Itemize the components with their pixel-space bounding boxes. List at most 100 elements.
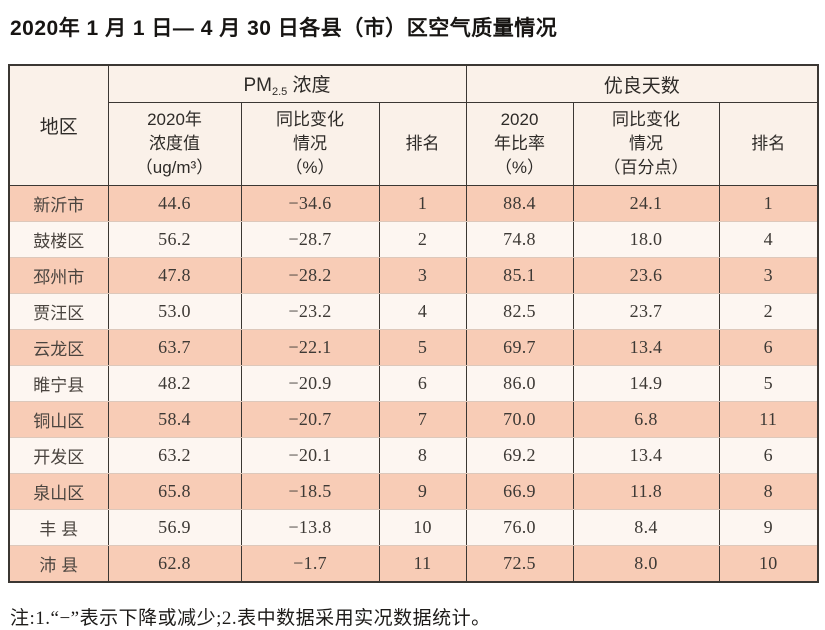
pm-label-subscript: 2.5 <box>271 86 288 98</box>
good-ratio-cell: 72.5 <box>465 545 574 582</box>
table-row: 新沂市 44.6 −34.6 1 88.4 24.1 1 <box>8 185 819 222</box>
region-cell: 鼓楼区 <box>8 221 109 258</box>
good-change-header: 同比变化 情况 （百分点） <box>572 102 720 186</box>
table-row: 邳州市 47.8 −28.2 3 85.1 23.6 3 <box>8 257 819 294</box>
good-ratio-cell: 74.8 <box>465 221 574 258</box>
pm-rank-cell: 2 <box>378 221 467 258</box>
pm-change-cell: −28.2 <box>240 257 380 294</box>
pm-label-suffix: 浓度 <box>287 75 331 96</box>
pm-rank-cell: 11 <box>378 545 467 582</box>
good-change-cell: 14.9 <box>572 365 720 402</box>
region-cell: 铜山区 <box>8 401 109 438</box>
pm-rank-cell: 4 <box>378 293 467 330</box>
good-ratio-cell: 69.7 <box>465 329 574 366</box>
good-ratio-cell: 76.0 <box>465 509 574 546</box>
pm-change-cell: −18.5 <box>240 473 380 510</box>
good-rank-cell: 10 <box>718 545 819 582</box>
pm-value-cell: 53.0 <box>107 293 242 330</box>
table-header: 地区 PM2.5 浓度 优良天数 2020年 浓度值 （ug/m³） 同比变化 … <box>8 65 819 186</box>
good-change-cell: 13.4 <box>572 437 720 474</box>
pm-change-cell: −20.7 <box>240 401 380 438</box>
table-row: 沛 县 62.8 −1.7 11 72.5 8.0 10 <box>8 545 819 582</box>
pm-value-cell: 63.7 <box>107 329 242 366</box>
table-row: 云龙区 63.7 −22.1 5 69.7 13.4 6 <box>8 329 819 366</box>
table-row: 鼓楼区 56.2 −28.7 2 74.8 18.0 4 <box>8 221 819 258</box>
pm-change-cell: −13.8 <box>240 509 380 546</box>
good-rank-cell: 3 <box>718 257 819 294</box>
good-change-cell: 8.0 <box>572 545 720 582</box>
pm-change-cell: −1.7 <box>240 545 380 582</box>
region-cell: 邳州市 <box>8 257 109 294</box>
footnote: 注:1.“−”表示下降或减少;2.表中数据采用实况数据统计。 <box>10 608 491 629</box>
pm-value-cell: 63.2 <box>107 437 242 474</box>
good-ratio-cell: 86.0 <box>465 365 574 402</box>
table-row: 开发区 63.2 −20.1 8 69.2 13.4 6 <box>8 437 819 474</box>
sub-header-row: 2020年 浓度值 （ug/m³） 同比变化 情况 （%） 排名 2020 年比… <box>9 102 819 186</box>
page-title: 2020年 1 月 1 日— 4 月 30 日各县（市）区空气质量情况 <box>10 17 558 40</box>
pm-value-header: 2020年 浓度值 （ug/m³） <box>107 102 242 186</box>
good-ratio-cell: 70.0 <box>465 401 574 438</box>
pm-change-cell: −20.9 <box>240 365 380 402</box>
good-rank-cell: 11 <box>718 401 819 438</box>
group-header-row: 地区 PM2.5 浓度 优良天数 <box>8 65 819 186</box>
pm-rank-cell: 1 <box>378 185 467 222</box>
pm-change-cell: −28.7 <box>240 221 380 258</box>
good-change-cell: 8.4 <box>572 509 720 546</box>
good-rank-cell: 9 <box>718 509 819 546</box>
table-row: 泉山区 65.8 −18.5 9 66.9 11.8 8 <box>8 473 819 510</box>
good-ratio-cell: 66.9 <box>465 473 574 510</box>
pm-change-cell: −20.1 <box>240 437 380 474</box>
table-row: 铜山区 58.4 −20.7 7 70.0 6.8 11 <box>8 401 819 438</box>
good-change-cell: 23.7 <box>572 293 720 330</box>
good-change-cell: 11.8 <box>572 473 720 510</box>
pm-rank-cell: 9 <box>378 473 467 510</box>
region-cell: 睢宁县 <box>8 365 109 402</box>
pm-rank-cell: 3 <box>378 257 467 294</box>
good-ratio-header: 2020 年比率 （%） <box>465 102 574 186</box>
pm-label-prefix: PM <box>243 75 272 96</box>
good-rank-header: 排名 <box>718 102 819 186</box>
good-change-cell: 18.0 <box>572 221 720 258</box>
good-days-group-header: 优良天数 <box>465 65 819 103</box>
air-quality-table: 地区 PM2.5 浓度 优良天数 2020年 浓度值 （ug/m³） 同比变化 … <box>8 64 820 583</box>
good-ratio-cell: 88.4 <box>465 185 574 222</box>
region-cell: 云龙区 <box>8 329 109 366</box>
pm-value-cell: 47.8 <box>107 257 242 294</box>
good-change-cell: 6.8 <box>572 401 720 438</box>
pm-change-cell: −34.6 <box>240 185 380 222</box>
good-rank-cell: 4 <box>718 221 819 258</box>
good-ratio-cell: 85.1 <box>465 257 574 294</box>
pm-change-header: 同比变化 情况 （%） <box>240 102 380 186</box>
region-column-header: 地区 <box>8 65 109 186</box>
pm-value-cell: 56.9 <box>107 509 242 546</box>
pm-value-cell: 62.8 <box>107 545 242 582</box>
good-rank-cell: 8 <box>718 473 819 510</box>
good-ratio-cell: 69.2 <box>465 437 574 474</box>
region-cell: 贾汪区 <box>8 293 109 330</box>
good-rank-cell: 5 <box>718 365 819 402</box>
region-cell: 开发区 <box>8 437 109 474</box>
good-change-cell: 13.4 <box>572 329 720 366</box>
table-row: 丰 县 56.9 −13.8 10 76.0 8.4 9 <box>8 509 819 546</box>
good-change-cell: 23.6 <box>572 257 720 294</box>
good-ratio-cell: 82.5 <box>465 293 574 330</box>
pm-value-cell: 65.8 <box>107 473 242 510</box>
pm-rank-cell: 7 <box>378 401 467 438</box>
good-rank-cell: 2 <box>718 293 819 330</box>
pm-rank-header: 排名 <box>378 102 467 186</box>
good-rank-cell: 6 <box>718 329 819 366</box>
table-body: 新沂市 44.6 −34.6 1 88.4 24.1 1 鼓楼区 56.2 −2… <box>8 185 819 582</box>
region-cell: 沛 县 <box>8 545 109 582</box>
region-cell: 新沂市 <box>8 185 109 222</box>
region-cell: 泉山区 <box>8 473 109 510</box>
pm-change-cell: −23.2 <box>240 293 380 330</box>
pm-value-cell: 48.2 <box>107 365 242 402</box>
good-change-cell: 24.1 <box>572 185 720 222</box>
table-row: 贾汪区 53.0 −23.2 4 82.5 23.7 2 <box>8 293 819 330</box>
pm-rank-cell: 10 <box>378 509 467 546</box>
pm-value-cell: 44.6 <box>107 185 242 222</box>
good-rank-cell: 6 <box>718 437 819 474</box>
pm-rank-cell: 6 <box>378 365 467 402</box>
table-row: 睢宁县 48.2 −20.9 6 86.0 14.9 5 <box>8 365 819 402</box>
